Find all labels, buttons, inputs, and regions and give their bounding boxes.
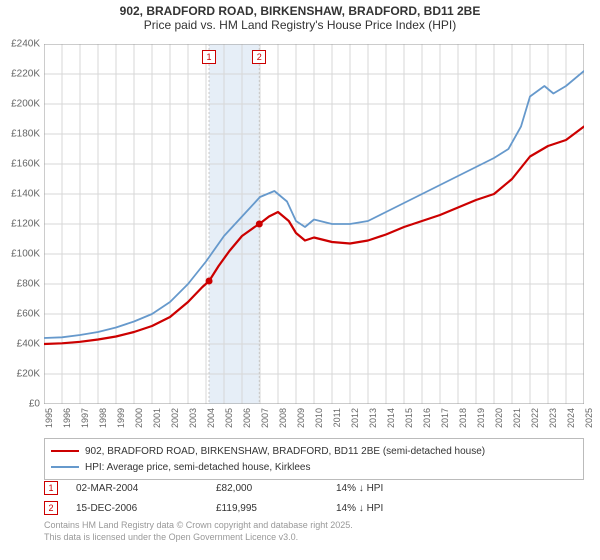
y-tick-label: £20K xyxy=(17,369,40,380)
y-tick-label: £180K xyxy=(11,129,40,140)
x-tick-label: 2018 xyxy=(458,408,468,428)
x-tick-label: 1996 xyxy=(62,408,72,428)
sales-table: 1 02-MAR-2004£82,00014% ↓ HPI 2 15-DEC-2006… xyxy=(44,478,584,518)
x-tick-label: 2008 xyxy=(278,408,288,428)
y-tick-label: £140K xyxy=(11,189,40,200)
y-tick-label: £220K xyxy=(11,69,40,80)
y-tick-label: £200K xyxy=(11,99,40,110)
sale-marker-badge: 2 xyxy=(44,501,58,515)
x-tick-label: 2016 xyxy=(422,408,432,428)
legend-label: HPI: Average price, semi-detached house,… xyxy=(85,462,311,473)
sale-delta: 14% ↓ HPI xyxy=(336,503,426,514)
x-tick-label: 2000 xyxy=(134,408,144,428)
chart-marker-badge: 2 xyxy=(252,50,266,64)
x-tick-label: 2003 xyxy=(188,408,198,428)
x-tick-label: 2002 xyxy=(170,408,180,428)
x-tick-label: 2022 xyxy=(530,408,540,428)
y-tick-label: £160K xyxy=(11,159,40,170)
y-tick-label: £100K xyxy=(11,249,40,260)
legend: 902, BRADFORD ROAD, BIRKENSHAW, BRADFORD… xyxy=(44,438,584,480)
sale-row: 1 02-MAR-2004£82,00014% ↓ HPI xyxy=(44,478,584,498)
sale-row: 2 15-DEC-2006£119,99514% ↓ HPI xyxy=(44,498,584,518)
chart-title-block: 902, BRADFORD ROAD, BIRKENSHAW, BRADFORD… xyxy=(0,0,600,34)
sale-price: £82,000 xyxy=(216,483,336,494)
x-tick-label: 2012 xyxy=(350,408,360,428)
x-tick-label: 2011 xyxy=(332,408,342,427)
legend-swatch xyxy=(51,466,79,468)
x-tick-label: 1998 xyxy=(98,408,108,428)
x-tick-label: 2020 xyxy=(494,408,504,428)
legend-label: 902, BRADFORD ROAD, BIRKENSHAW, BRADFORD… xyxy=(85,446,485,457)
x-tick-label: 1999 xyxy=(116,408,126,428)
x-tick-label: 2021 xyxy=(512,408,522,428)
x-tick-label: 2025 xyxy=(584,408,594,428)
x-tick-label: 1997 xyxy=(80,408,90,428)
sale-marker-badge: 1 xyxy=(44,481,58,495)
legend-row: HPI: Average price, semi-detached house,… xyxy=(51,459,577,475)
copyright-line1: Contains HM Land Registry data © Crown c… xyxy=(44,520,584,532)
x-tick-label: 2007 xyxy=(260,408,270,428)
y-tick-label: £240K xyxy=(11,39,40,50)
y-tick-label: £80K xyxy=(17,279,40,290)
chart-marker-badge: 1 xyxy=(202,50,216,64)
x-tick-label: 2009 xyxy=(296,408,306,428)
sale-date: 02-MAR-2004 xyxy=(76,483,216,494)
sale-date: 15-DEC-2006 xyxy=(76,503,216,514)
x-tick-label: 1995 xyxy=(44,408,54,428)
y-tick-label: £0 xyxy=(29,399,40,410)
y-axis-ticks: £0£20K£40K£60K£80K£100K£120K£140K£160K£1… xyxy=(0,44,44,404)
legend-swatch xyxy=(51,450,79,452)
x-axis-ticks: 1995 1996 1997 1998 1999 2000 2001 2002 2003 2004… xyxy=(44,404,584,436)
sale-price: £119,995 xyxy=(216,503,336,514)
copyright-notice: Contains HM Land Registry data © Crown c… xyxy=(44,520,584,543)
sale-delta: 14% ↓ HPI xyxy=(336,483,426,494)
x-tick-label: 2014 xyxy=(386,408,396,428)
x-tick-label: 2024 xyxy=(566,408,576,428)
copyright-line2: This data is licensed under the Open Gov… xyxy=(44,532,584,544)
x-tick-label: 2015 xyxy=(404,408,414,428)
title-line1: 902, BRADFORD ROAD, BIRKENSHAW, BRADFORD… xyxy=(0,4,600,18)
line-chart-svg xyxy=(44,44,584,404)
x-tick-label: 2017 xyxy=(440,408,450,428)
title-line2: Price paid vs. HM Land Registry's House … xyxy=(0,18,600,32)
y-tick-label: £60K xyxy=(17,309,40,320)
x-tick-label: 2001 xyxy=(152,408,162,428)
legend-row: 902, BRADFORD ROAD, BIRKENSHAW, BRADFORD… xyxy=(51,443,577,459)
x-tick-label: 2004 xyxy=(206,408,216,428)
x-tick-label: 2013 xyxy=(368,408,378,428)
chart-plot-area: 12 xyxy=(44,44,584,404)
x-tick-label: 2010 xyxy=(314,408,324,428)
y-tick-label: £40K xyxy=(17,339,40,350)
x-tick-label: 2019 xyxy=(476,408,486,428)
x-tick-label: 2023 xyxy=(548,408,558,428)
x-tick-label: 2005 xyxy=(224,408,234,428)
y-tick-label: £120K xyxy=(11,219,40,230)
x-tick-label: 2006 xyxy=(242,408,252,428)
